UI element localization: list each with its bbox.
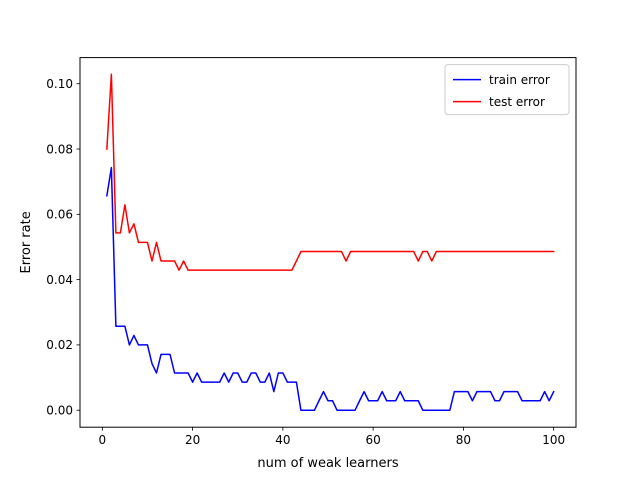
series-line-0 bbox=[105, 166, 555, 411]
x-tick-label: 60 bbox=[365, 433, 380, 447]
y-tick-label: 0.08 bbox=[46, 142, 73, 156]
plot-frame bbox=[79, 57, 577, 428]
series-layer bbox=[105, 73, 555, 411]
x-axis-label: num of weak learners bbox=[257, 456, 398, 471]
x-tick-label: 80 bbox=[456, 433, 471, 447]
y-tick-label: 0.10 bbox=[46, 77, 73, 91]
y-tick-label: 0.04 bbox=[46, 273, 73, 287]
x-tick-label: 40 bbox=[275, 433, 290, 447]
y-axis-label: Error rate bbox=[19, 211, 34, 273]
x-tick-label: 100 bbox=[542, 433, 565, 447]
x-tick-label: 20 bbox=[185, 433, 200, 447]
series-line-1 bbox=[106, 73, 555, 271]
x-tick-label: 0 bbox=[99, 433, 107, 447]
x-axis: 0 20 40 60 80 100 bbox=[99, 427, 565, 447]
y-tick-label: 0.02 bbox=[46, 338, 73, 352]
y-axis: 0.00 0.02 0.04 0.06 0.08 0.10 bbox=[46, 77, 80, 418]
y-tick-label: 0.00 bbox=[46, 404, 73, 418]
legend-label-1: test error bbox=[489, 95, 545, 109]
y-tick-label: 0.06 bbox=[46, 208, 73, 222]
legend-label-0: train error bbox=[489, 73, 550, 87]
legend: train error test error bbox=[444, 64, 570, 116]
